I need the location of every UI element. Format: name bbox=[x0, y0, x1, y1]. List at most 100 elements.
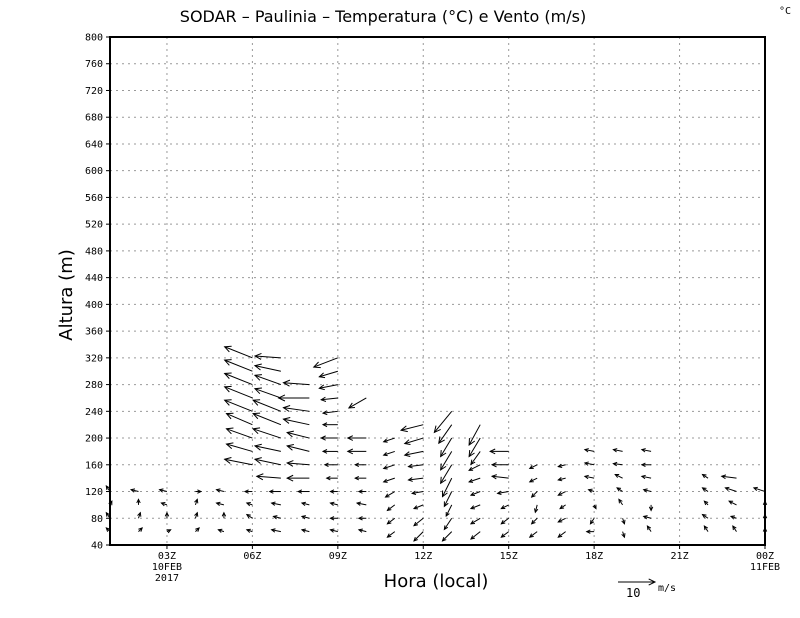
wind-vector bbox=[223, 345, 253, 359]
wind-vector bbox=[286, 430, 310, 439]
vector-shaft bbox=[330, 502, 338, 506]
wind-vector bbox=[640, 462, 652, 467]
vector-head bbox=[403, 451, 411, 458]
vector-shaft bbox=[613, 463, 623, 466]
x-axis-label: Hora (local) bbox=[384, 571, 489, 592]
wind-vector bbox=[347, 397, 367, 409]
vector-shaft bbox=[254, 374, 282, 386]
vector-head bbox=[500, 520, 506, 525]
wind-vector bbox=[158, 488, 168, 493]
vector-head bbox=[468, 450, 475, 458]
y-tick-label: 120 bbox=[85, 487, 103, 498]
wind-vector bbox=[355, 501, 367, 506]
vector-head bbox=[282, 379, 291, 387]
wind-vector bbox=[300, 528, 310, 533]
vector-head bbox=[357, 516, 363, 521]
wind-vector bbox=[285, 474, 310, 482]
vector-shaft bbox=[130, 489, 139, 493]
wind-vector bbox=[468, 477, 481, 483]
vector-head bbox=[583, 448, 589, 453]
vector-shaft bbox=[470, 491, 481, 496]
vector-head bbox=[253, 387, 262, 395]
wind-vector bbox=[329, 516, 338, 521]
wind-vector bbox=[614, 473, 623, 479]
vector-head bbox=[245, 528, 251, 533]
vector-head bbox=[642, 515, 648, 520]
wind-vector bbox=[312, 357, 339, 369]
wind-vector bbox=[320, 396, 338, 402]
vector-head bbox=[470, 535, 475, 540]
vector-head bbox=[300, 515, 306, 520]
vector-head bbox=[158, 488, 164, 493]
wind-vector bbox=[137, 511, 142, 519]
wind-vector bbox=[640, 448, 652, 453]
vector-head bbox=[357, 489, 363, 494]
vector-head bbox=[197, 489, 203, 494]
vector-head bbox=[440, 450, 447, 458]
wind-vector bbox=[382, 450, 395, 457]
wind-vector bbox=[253, 387, 282, 399]
vector-head bbox=[441, 490, 448, 498]
vector-shaft bbox=[287, 462, 310, 466]
vector-shaft bbox=[408, 464, 424, 468]
vector-head bbox=[469, 491, 475, 497]
wind-vector bbox=[255, 473, 281, 481]
wind-vector bbox=[252, 412, 282, 426]
vector-head bbox=[490, 462, 497, 468]
wind-vector bbox=[557, 531, 566, 538]
vector-shaft bbox=[584, 449, 595, 452]
wind-vector bbox=[221, 511, 227, 519]
wind-vector bbox=[223, 359, 253, 372]
vector-head bbox=[703, 525, 709, 531]
vector-head bbox=[357, 528, 363, 533]
wind-vector bbox=[282, 379, 310, 387]
vector-head bbox=[470, 459, 476, 466]
vector-head bbox=[386, 520, 392, 525]
vector-head bbox=[640, 448, 646, 453]
wind-vector bbox=[403, 450, 424, 458]
wind-vector bbox=[403, 437, 424, 446]
vector-head bbox=[272, 515, 278, 520]
wind-vector bbox=[382, 464, 395, 470]
vector-head bbox=[255, 473, 264, 481]
wind-vector bbox=[225, 427, 253, 439]
vector-head bbox=[194, 511, 199, 517]
wind-vector bbox=[357, 489, 367, 494]
vector-shaft bbox=[383, 437, 395, 443]
vector-shaft bbox=[531, 491, 538, 498]
vector-head bbox=[496, 490, 502, 495]
vector-head bbox=[443, 525, 449, 531]
vector-shaft bbox=[254, 388, 282, 399]
vector-head bbox=[223, 385, 232, 393]
y-tick-label: 480 bbox=[85, 246, 103, 257]
wind-vector bbox=[441, 477, 453, 498]
vector-head bbox=[528, 533, 534, 538]
vector-head bbox=[640, 462, 646, 467]
vector-head bbox=[354, 462, 360, 467]
vector-head bbox=[329, 489, 335, 494]
wind-vector bbox=[490, 462, 509, 468]
vector-head bbox=[403, 439, 411, 446]
wind-vector bbox=[440, 451, 453, 471]
wind-vector bbox=[297, 489, 310, 494]
wind-vector bbox=[443, 517, 453, 531]
vector-head bbox=[223, 345, 232, 353]
y-tick-label: 680 bbox=[85, 113, 103, 124]
vector-head bbox=[245, 513, 251, 519]
vector-head bbox=[347, 402, 355, 409]
vector-shaft bbox=[404, 450, 424, 456]
wind-vector bbox=[440, 464, 453, 485]
vector-shaft bbox=[252, 413, 282, 426]
vector-shaft bbox=[584, 462, 595, 466]
vector-head bbox=[321, 410, 328, 416]
vector-shaft bbox=[254, 355, 281, 359]
vector-head bbox=[320, 435, 326, 441]
vector-head bbox=[612, 448, 618, 453]
vector-head bbox=[253, 352, 262, 360]
wind-vector bbox=[720, 474, 737, 480]
vector-shaft bbox=[159, 489, 168, 493]
wind-vector bbox=[225, 442, 253, 452]
vector-head bbox=[399, 425, 408, 433]
vector-head bbox=[648, 578, 657, 586]
y-tick-label: 200 bbox=[85, 434, 103, 445]
